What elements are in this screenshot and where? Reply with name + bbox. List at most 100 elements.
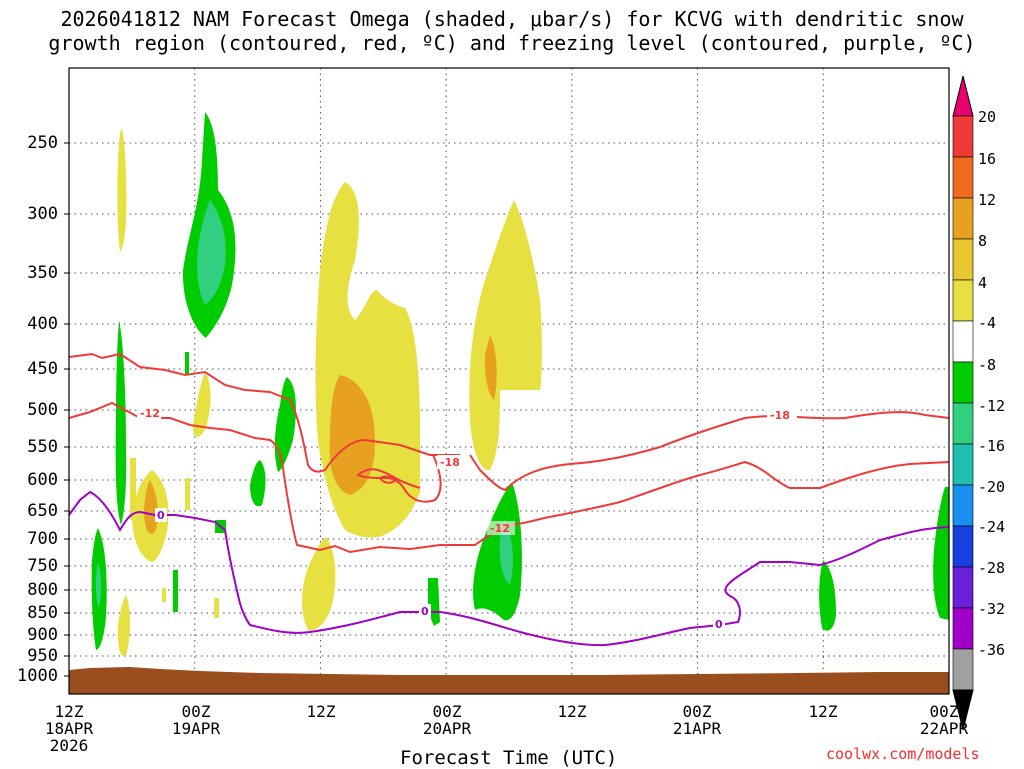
omega-shade-yellow <box>469 200 542 471</box>
y-tick-label: 650 <box>27 501 58 521</box>
colorbar-segment <box>952 156 974 199</box>
y-tick-label: 850 <box>27 603 58 623</box>
colorbar-bottom-arrow <box>952 689 974 731</box>
x-tick-time: 12Z <box>557 702 587 721</box>
colorbar-segment <box>952 361 974 404</box>
chart-title-line1: 2026041812 NAM Forecast Omega (shaded, μ… <box>60 7 964 31</box>
x-tick-label: 12Z <box>542 703 602 720</box>
x-tick-time: 00Z <box>181 702 211 721</box>
omega-shade-green <box>819 560 836 631</box>
omega-shade-green <box>473 482 522 621</box>
y-tick-label: 1000 <box>17 666 58 686</box>
ground-terrain <box>69 667 949 694</box>
colorbar-segment <box>952 607 974 650</box>
omega-shade-green <box>185 352 189 375</box>
colorbar-label: 12 <box>978 191 997 209</box>
y-tick-label: 800 <box>27 580 58 600</box>
omega-shade-green <box>250 460 266 507</box>
y-tick-label: 350 <box>27 263 58 283</box>
colorbar-label: -20 <box>978 478 1006 496</box>
omega-shade-green <box>173 570 178 612</box>
x-tick-label: 12Z <box>793 703 853 720</box>
colorbar-segment <box>952 484 974 527</box>
y-tick-label: 950 <box>27 646 58 666</box>
x-tick-label: 00Z 21APR <box>667 703 727 737</box>
dgz-contour-inner <box>378 475 397 484</box>
omega-shade-green <box>115 320 127 525</box>
colorbar-segment <box>952 115 974 158</box>
omega-shade-orange <box>484 335 497 400</box>
colorbar-label: 20 <box>978 108 997 126</box>
dgz-contour-lower <box>356 454 442 503</box>
y-tick-label: 550 <box>27 437 58 457</box>
colorbar-segment <box>952 443 974 486</box>
x-tick-date: 21APR <box>672 719 722 738</box>
colorbar-top-arrow <box>952 75 974 117</box>
x-tick-date: 19APR <box>171 719 221 738</box>
omega-shade-yellow <box>117 128 127 252</box>
omega-shade-teal <box>95 562 102 608</box>
x-tick-time: 00Z <box>929 702 959 721</box>
y-tick-label: 700 <box>27 529 58 549</box>
colorbar-segment <box>952 238 974 281</box>
x-tick-date: 20APR <box>422 719 472 738</box>
colorbar-label: -4 <box>978 314 997 332</box>
colorbar-segment <box>952 525 974 568</box>
x-tick-time: 00Z <box>432 702 462 721</box>
dgz-label: -12 <box>490 522 510 535</box>
colorbar-label: -28 <box>978 559 1006 577</box>
omega-shade-teal <box>499 520 513 585</box>
colorbar-segment <box>952 197 974 240</box>
omega-shade-teal <box>197 200 226 305</box>
omega-shade-yellow <box>214 598 219 618</box>
colorbar-label: -24 <box>978 518 1006 536</box>
colorbar-segment <box>952 279 974 322</box>
y-tick-label: 500 <box>27 400 58 420</box>
colorbar-label: 4 <box>978 274 988 292</box>
x-tick-time: 00Z <box>682 702 712 721</box>
omega-shade-yellow <box>117 595 131 656</box>
omega-shade-yellow <box>302 537 336 631</box>
colorbar-label: 8 <box>978 232 988 250</box>
x-tick-time: 12Z <box>808 702 838 721</box>
y-tick-label: 400 <box>27 314 58 334</box>
omega-shade-yellow <box>162 588 166 602</box>
site-credit[interactable]: coolwx.com/models <box>826 745 980 763</box>
x-axis-title: Forecast Time (UTC) <box>400 747 618 769</box>
y-tick-label: 250 <box>27 133 58 153</box>
omega-shade-yellow <box>193 372 211 437</box>
omega-shade-yellow <box>130 458 136 520</box>
contour-labels: -12 -18 -18 -12 0 0 0 <box>137 406 797 631</box>
omega-shade-orange <box>329 375 375 495</box>
y-tick-label: 450 <box>27 359 58 379</box>
x-tick-label: 12Z 18APR 2026 <box>39 703 99 754</box>
x-tick-year: 2026 <box>49 736 89 755</box>
dgz-contour-upper <box>68 352 460 473</box>
freezing-label: 0 <box>421 605 429 618</box>
colorbar-label: -32 <box>978 600 1006 618</box>
colorbar-label: 16 <box>978 150 997 168</box>
y-tick-label: 750 <box>27 556 58 576</box>
x-tick-date: 18APR <box>44 719 94 738</box>
freezing-level-contour <box>68 490 950 647</box>
x-tick-label: 00Z 20APR <box>417 703 477 737</box>
omega-shading <box>91 112 949 656</box>
colorbar-segment <box>952 320 974 363</box>
colorbar-label: -16 <box>978 437 1006 455</box>
x-tick-label: 00Z 19APR <box>166 703 226 737</box>
dgz-label: -18 <box>440 456 460 469</box>
omega-shade-yellow <box>185 478 190 510</box>
plot-border <box>68 67 950 695</box>
omega-shade-green <box>933 487 949 620</box>
colorbar-label: -12 <box>978 397 1006 415</box>
y-tick-label: 900 <box>27 625 58 645</box>
x-tick-time: 12Z <box>54 702 84 721</box>
colorbar <box>952 75 974 731</box>
x-tick-label: 00Z 22APR <box>914 703 974 737</box>
y-tick-label: 600 <box>27 470 58 490</box>
dgz-contour-middle <box>68 401 950 554</box>
dgz-label: -12 <box>140 407 160 420</box>
freezing-label: 0 <box>715 618 723 631</box>
colorbar-segment <box>952 566 974 609</box>
dgz-contours <box>68 352 950 554</box>
